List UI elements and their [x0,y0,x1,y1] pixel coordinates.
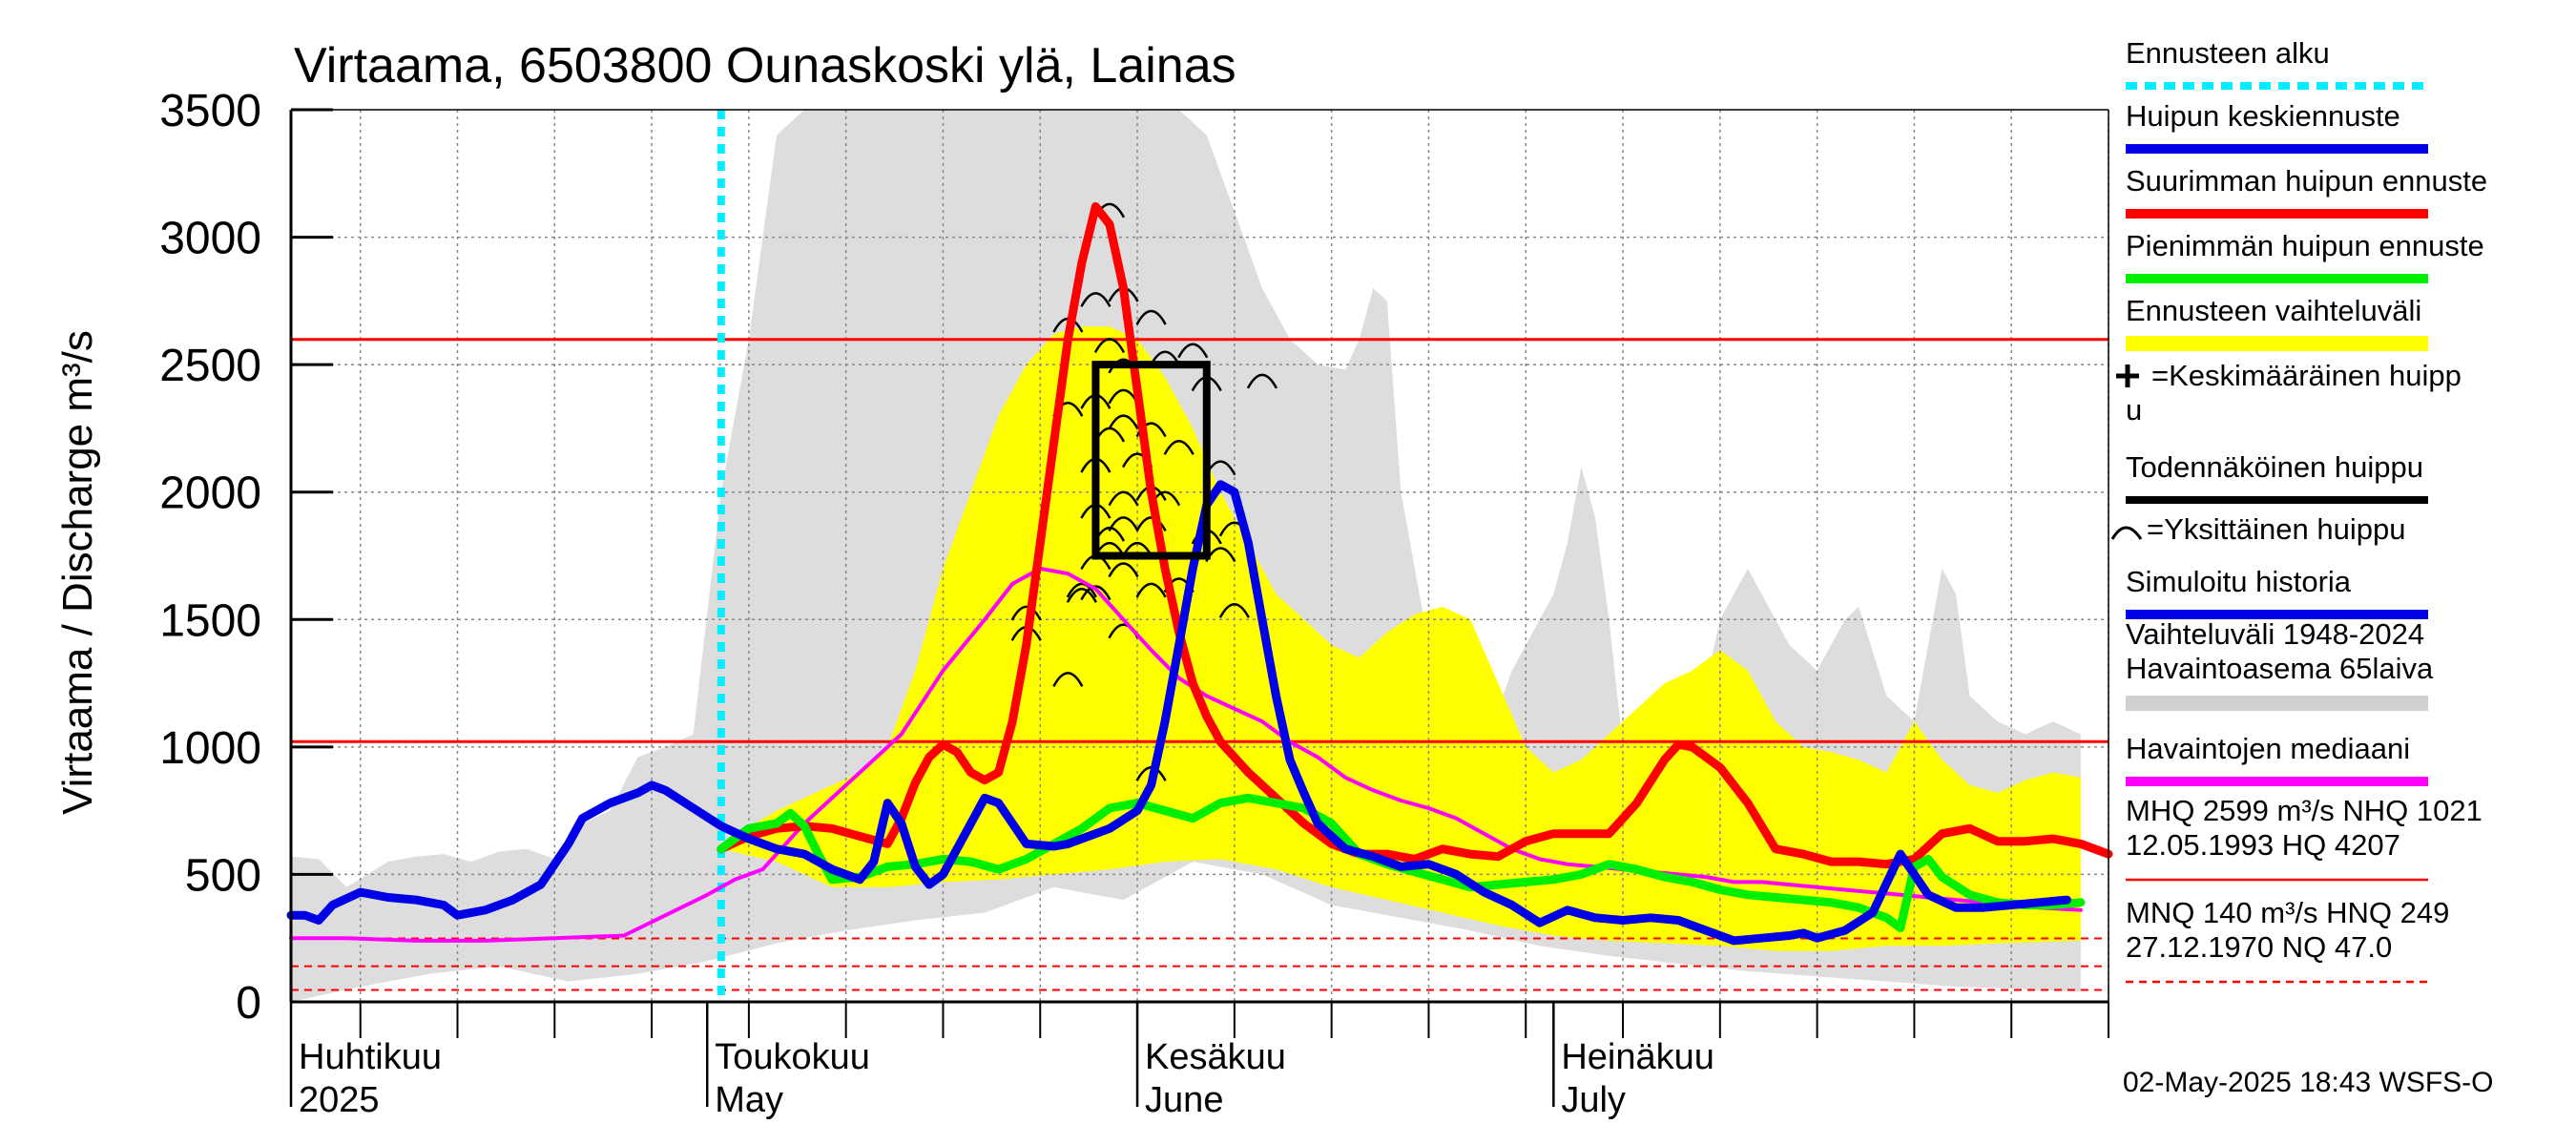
month-label-fi: Toukokuu [715,1037,870,1077]
probable-peak-box [1091,361,1211,560]
peak-marker [1066,588,1097,603]
y-tick-label: 2500 [159,341,261,391]
legend-label: Suurimman huipun ennuste [2126,164,2487,198]
legend-label-2: 12.05.1993 HQ 4207 [2126,828,2400,862]
legend-label-2: Havaintoasema 65laiva [2126,652,2434,685]
legend-label: Huipun keskiennuste [2126,99,2400,133]
peak-marker [1135,582,1167,598]
legend-label-2: 27.12.1970 NQ 47.0 [2126,930,2392,964]
peak-marker [1010,605,1042,621]
peak-marker [1108,516,1139,532]
peak-marker [1135,309,1167,325]
peak-marker [1135,516,1167,532]
peak-marker [1080,585,1111,601]
peak-marker [1177,343,1209,359]
y-tick-label: 0 [236,978,261,1029]
series-line-1 [717,202,2113,869]
series-line-3 [289,566,2083,943]
month-label-fi: Kesäkuu [1145,1037,1286,1077]
timestamp: 02-May-2025 18:43 WSFS-O [2123,1067,2494,1098]
legend-label-2: u [2126,393,2142,427]
peak-marker [1218,603,1250,618]
legend: Ennusteen alku Huipun keskiennuste Suurimm… [2110,36,2487,984]
month-label-en: 2025 [299,1080,380,1120]
legend-label: Ennusteen alku [2126,36,2330,70]
y-axis-label: Virtaama / Discharge m³/s [54,330,101,815]
month-label-en: June [1145,1080,1223,1120]
month-label-en: July [1561,1080,1626,1120]
axes-layer: 0 500 1000 1500 2000 2500 3000 3500 Huhtikuu2025… [159,86,2109,1120]
legend-label: =Yksittäinen huippu [2147,512,2405,546]
y-tick-label: 2000 [159,468,261,519]
peak-marker [1108,490,1139,507]
series-line-0 [286,480,2071,946]
legend-label: =Keskimääräinen huipp [2151,359,2462,392]
y-tick-label: 3000 [159,214,261,264]
y-tick-label: 1500 [159,595,261,646]
legend-plus-icon [2116,364,2139,387]
peak-marker [1163,440,1195,455]
legend-label: Vaihteluväli 1948-2024 [2126,617,2424,651]
chart-title: Virtaama, 6503800 Ounaskoski ylä, Lainas [294,38,1236,94]
y-tick-label: 500 [185,850,261,901]
y-tick-label: 3500 [159,86,261,136]
legend-label: MNQ 140 m³/s HNQ 249 [2126,896,2449,929]
y-tick-label: 1000 [159,723,261,774]
peak-marker [1052,672,1084,687]
peak-marker [1093,338,1126,354]
legend-label: Pienimmän huipun ennuste [2126,229,2484,262]
peak-marker [1066,582,1097,598]
peak-marker [1108,562,1139,578]
peak-marker [1080,292,1111,307]
legend-label: Simuloitu historia [2126,565,2352,598]
legend-arc-icon [2110,526,2143,540]
month-label-fi: Heinäkuu [1561,1037,1714,1077]
legend-label: MHQ 2599 m³/s NHQ 1021 [2126,794,2483,827]
legend-label: Havaintojen mediaani [2126,732,2410,765]
month-label-en: May [715,1080,783,1120]
legend-label: Todennäköinen huippu [2126,450,2423,484]
peak-marker [1246,373,1278,389]
series-layer [286,202,2113,946]
legend-label: Ennusteen vaihteluväli [2126,294,2421,327]
peak-marker [1108,414,1139,430]
month-label-fi: Huhtikuu [299,1037,442,1077]
